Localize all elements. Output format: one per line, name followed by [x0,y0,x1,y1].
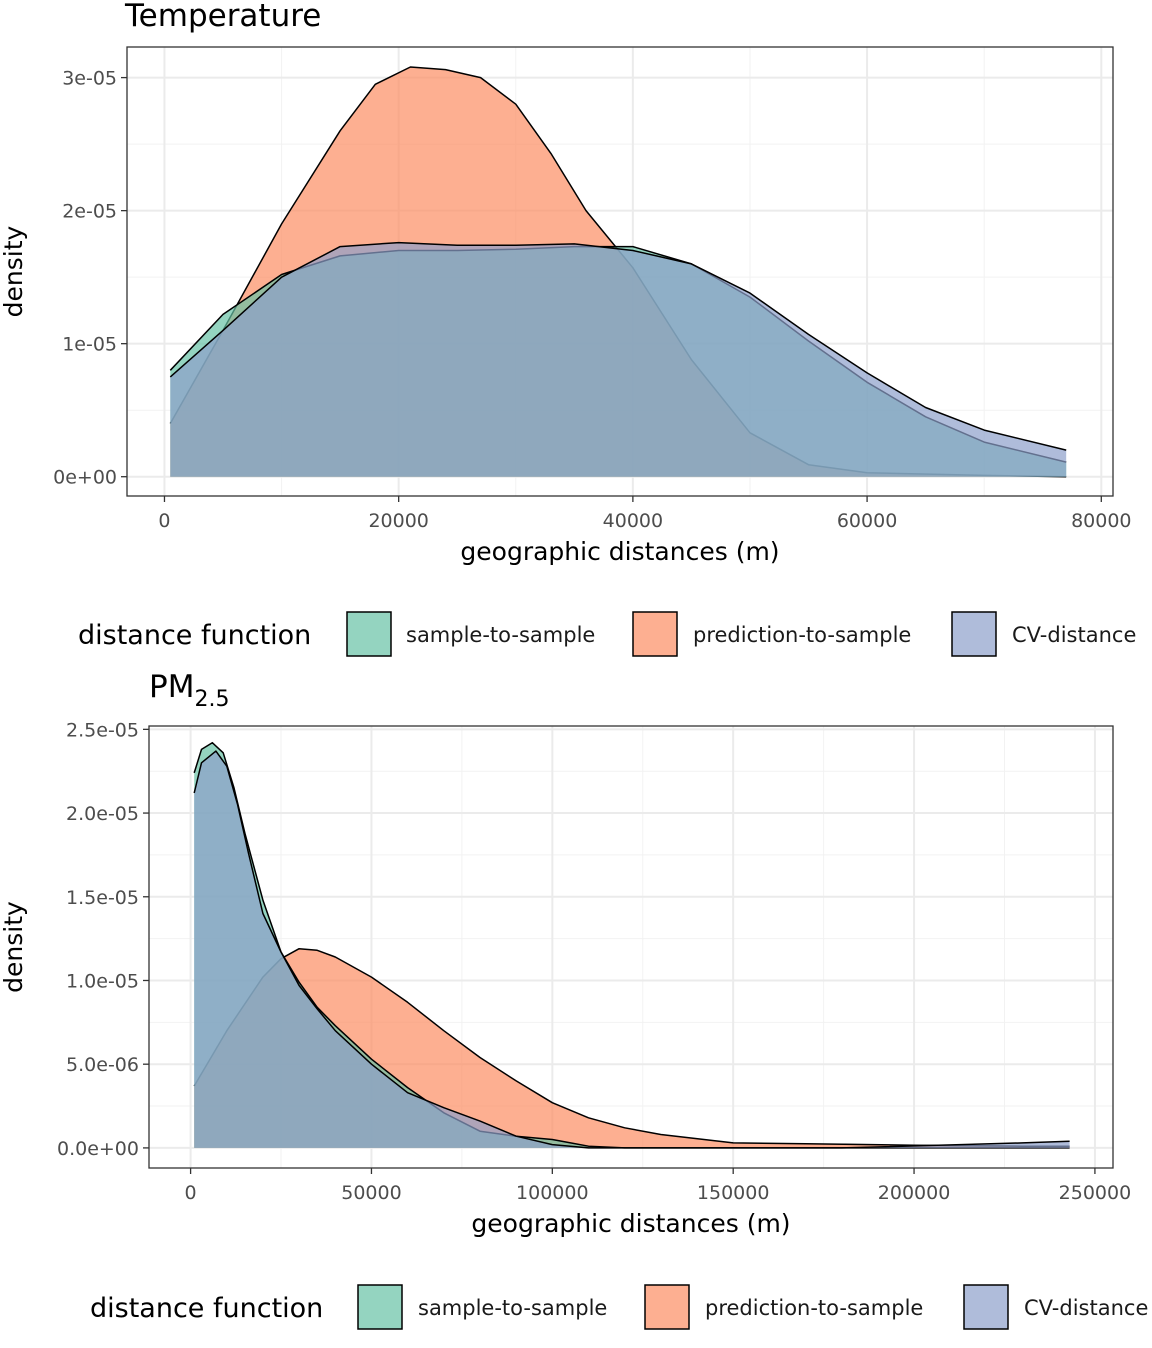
panel-border [126,46,1114,497]
x-tick-label: 0 [185,1182,197,1204]
y-tick-label: 1e-05 [62,334,117,356]
y-tick-label: 2e-05 [62,201,117,223]
legend-swatch-prediction-to-sample [644,1284,690,1330]
density-line-CV-distances [193,750,1070,1149]
legend-title: distance function [78,620,311,651]
y-tick-label: 2.5e-05 [66,719,139,741]
x-tick-label: 100000 [516,1182,589,1204]
chart-1: 0 20000 40000 60000 80000 0e+00 1e-05 2e-05 3e-0… [0,0,1136,657]
legend-label-CV-distances: CV-distance [1024,1296,1148,1320]
legend-swatch-sample-to-sample [346,611,392,657]
x-tick-label: 60000 [837,510,897,532]
chart-title: Temperature [124,0,321,34]
legend-label-prediction-to-sample: prediction-to-sample [693,623,911,647]
chart-title: PM2.5 [149,669,229,712]
density-line-prediction-to-sample [193,947,1070,1147]
legend: distance function sample-to-sample predict… [78,611,1136,657]
density-area-CV-distances [170,242,1067,477]
legend-swatch-CV-distances [963,1284,1009,1330]
y-tick-label: 0.0e+00 [57,1138,139,1160]
legend-label-sample-to-sample: sample-to-sample [418,1296,607,1320]
chart-title-subscript: 2.5 [194,687,229,712]
density-line-CV-distances [169,241,1067,451]
y-tick-label: 2.0e-05 [66,803,139,825]
y-axis-title: density [0,225,28,317]
y-tick-label: 1.0e-05 [66,970,139,992]
chart-2: 0 50000 100000 150000 200000 250000 0.0e+00 5.0… [0,669,1148,1330]
legend: distance function sample-to-sample predict… [90,1284,1148,1330]
density-area-CV-distances [194,751,1070,1148]
x-tick-label: 250000 [1059,1182,1132,1204]
panel-border [148,725,1114,1169]
legend-swatch-CV-distances [951,611,997,657]
x-tick-label: 20000 [368,510,428,532]
y-tick-label: 5.0e-06 [66,1054,139,1076]
legend-label-prediction-to-sample: prediction-to-sample [705,1296,923,1320]
x-tick-label: 0 [158,510,170,532]
x-axis-title: geographic distances (m) [471,1209,790,1238]
legend-swatch-prediction-to-sample [632,611,678,657]
y-tick-label: 3e-05 [62,68,117,90]
x-tick-label: 40000 [603,510,663,532]
y-axis-title: density [0,901,28,993]
x-tick-label: 150000 [697,1182,770,1204]
legend-title: distance function [90,1293,323,1324]
legend-label-sample-to-sample: sample-to-sample [406,623,595,647]
legend-label-CV-distances: CV-distance [1012,623,1136,647]
y-tick-label: 0e+00 [53,467,117,489]
x-tick-label: 50000 [341,1182,401,1204]
y-tick-label: 1.5e-05 [66,887,139,909]
x-tick-label: 200000 [878,1182,951,1204]
x-tick-label: 80000 [1071,510,1131,532]
legend-swatch-sample-to-sample [357,1284,403,1330]
x-axis-title: geographic distances (m) [460,537,779,566]
